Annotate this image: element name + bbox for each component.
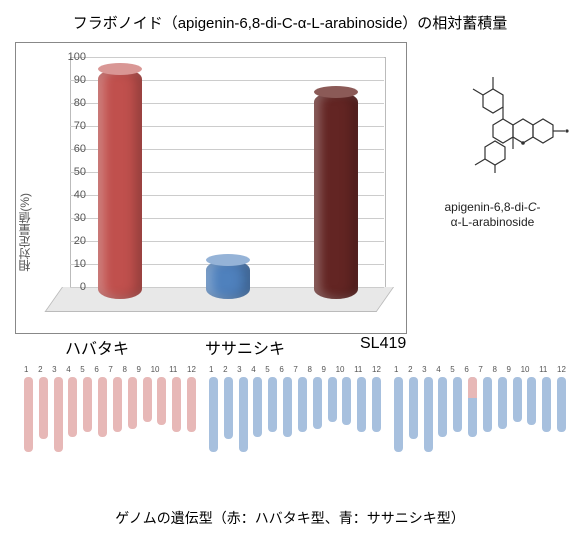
bar-SL419 [314,92,358,299]
y-tick-label: 60 [58,143,86,155]
chromosome-4 [253,377,262,437]
category-label: ハバタキ [65,335,129,359]
chromosome-6 [468,377,477,437]
chromosome-3 [54,377,63,452]
chromosome-2 [409,377,418,439]
chromosome-4 [68,377,77,437]
chromosome-5 [83,377,92,432]
y-axis-label: 相対定量値(%) [16,193,33,272]
chromosome-6 [98,377,107,437]
bar-ササニシキ [206,260,250,299]
chromosome-12 [557,377,566,432]
category-label: SL419 [360,335,406,353]
chromosome-3 [239,377,248,452]
chromosome-panel-ササニシキ: 123456789101112 [205,365,385,495]
category-label: ササニシキ [205,335,285,359]
y-tick-label: 70 [58,120,86,132]
chromosome-11 [357,377,366,432]
chromosome-8 [498,377,507,429]
chromosome-7 [298,377,307,432]
chromosome-numbers: 123456789101112 [205,365,385,374]
chromosome-9 [513,377,522,422]
chromosome-numbers: 123456789101112 [390,365,570,374]
chromosome-10 [342,377,351,425]
y-tick-label: 10 [58,258,86,270]
bar-chart: 相対定量値(%) 0 10 20 30 40 50 60 70 80 90 100 [15,42,407,334]
chromosome-1 [24,377,33,452]
chromosome-12 [187,377,196,432]
chromosome-10 [527,377,536,425]
molecule-structure-icon [415,55,570,190]
chromosome-2 [224,377,233,439]
y-tick-label: 80 [58,97,86,109]
chromosome-4 [438,377,447,437]
chromosome-6 [283,377,292,437]
molecule-label: apigenin-6,8-di-C-α-L-arabinoside [415,200,570,230]
chromosome-1 [209,377,218,452]
chromosome-bars [205,377,385,487]
y-tick-label: 20 [58,235,86,247]
chromosome-panel-ハバタキ: 123456789101112 [20,365,200,495]
chromosome-bars [390,377,570,487]
chromosome-9 [143,377,152,422]
chromosome-9 [328,377,337,422]
y-tick-label: 0 [58,281,86,293]
y-tick-label: 30 [58,212,86,224]
chromosome-bars [20,377,200,487]
chromosome-3 [424,377,433,452]
legend-caption: ゲノムの遺伝型（赤：ハバタキ型、青：ササニシキ型） [0,508,580,528]
y-tick-label: 50 [58,166,86,178]
page-title: フラボノイド（apigenin-6,8-di-C-α-L-arabinoside… [0,12,580,33]
chromosome-7 [113,377,122,432]
chromosome-12 [372,377,381,432]
chromosome-8 [313,377,322,429]
chromosome-5 [453,377,462,432]
chromosome-panel-SL419: 123456789101112 [390,365,570,495]
plot-area [70,57,384,311]
y-tick-label: 100 [58,51,86,63]
chromosome-7 [483,377,492,432]
chromosome-10 [157,377,166,425]
chromosome-11 [542,377,551,432]
bar-ハバタキ [98,69,142,299]
y-tick-label: 40 [58,189,86,201]
chromosome-11 [172,377,181,432]
chromosome-5 [268,377,277,432]
chromosome-1 [394,377,403,452]
chromosome-8 [128,377,137,429]
chromosome-2 [39,377,48,439]
y-tick-label: 90 [58,74,86,86]
chromosome-numbers: 123456789101112 [20,365,200,374]
gridline [70,57,384,58]
